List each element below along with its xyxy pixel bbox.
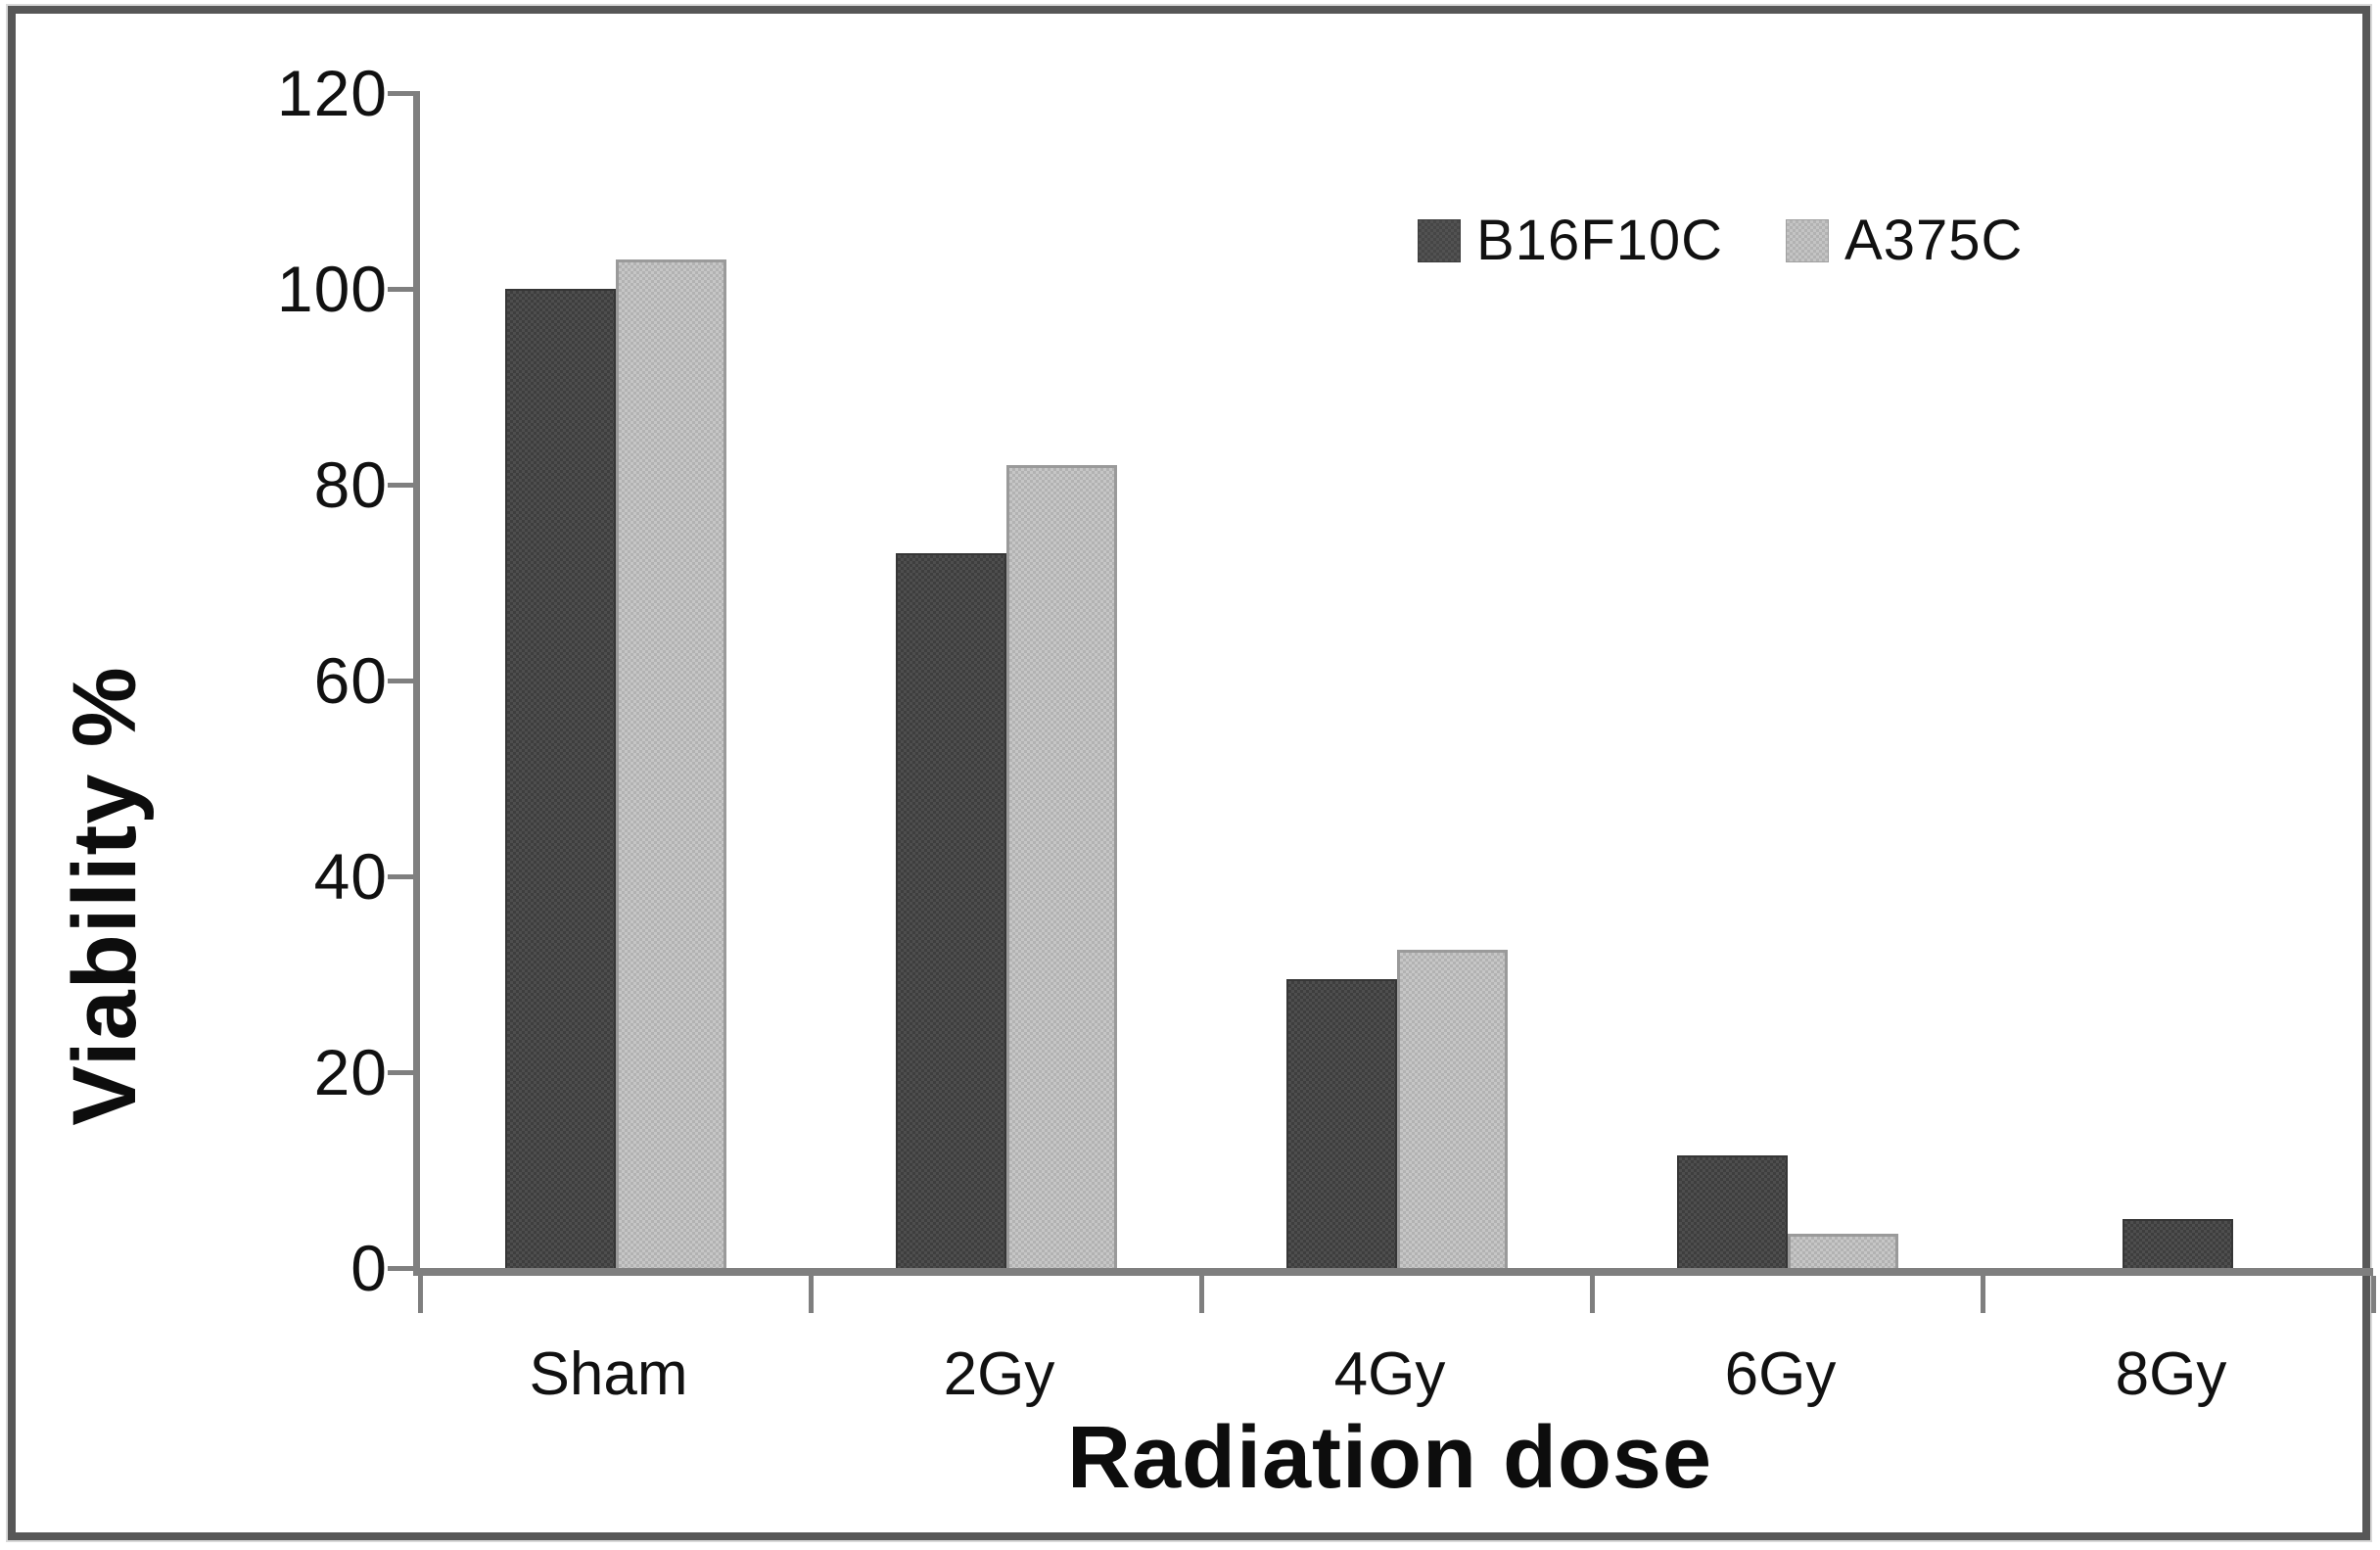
y-tick-label: 60 [313,644,388,717]
bar-b16f10c-8gy [2123,1219,2233,1268]
y-tick-mark [388,287,420,292]
x-axis-title: Radiation dose [1066,1409,1713,1507]
y-tick-label: 100 [276,253,388,325]
legend-item-b16f10c: B16F10C [1418,208,1723,273]
legend-swatch-a375c [1786,218,1830,262]
bar-group-2gy [811,93,1201,1268]
y-tick-label: 0 [350,1232,388,1304]
bar-b16f10c-6gy [1676,1155,1788,1268]
bar-group-6gy [1592,93,1983,1268]
y-tick-mark [388,874,420,879]
bar-a375c-4gy [1396,950,1508,1268]
bar-b16f10c-2gy [895,553,1006,1268]
bar-a375c-sham [615,259,726,1268]
x-axis-category-labels: Sham 2Gy 4Gy 6Gy 8Gy [413,1339,2366,1409]
x-tick-mark [809,1276,814,1313]
legend: B16F10C A375C [1418,208,2023,273]
legend-swatch-b16f10c [1418,218,1461,262]
x-tick-mark [1590,1276,1595,1313]
bar-b16f10c-4gy [1285,979,1397,1268]
y-tick-label: 40 [313,840,388,913]
x-tick-mark [2371,1276,2376,1313]
x-tick-mark [1199,1276,1204,1313]
legend-item-a375c: A375C [1786,208,2023,273]
bar-a375c-2gy [1005,465,1117,1268]
category-label-8gy: 8Gy [2115,1340,2227,1408]
category-label-6gy: 6Gy [1724,1340,1837,1408]
legend-label-b16f10c: B16F10C [1476,209,1724,272]
y-tick-mark [388,679,420,683]
legend-label-a375c: A375C [1844,209,2024,272]
y-tick-label: 120 [276,57,388,129]
figure-border [6,4,2372,1542]
category-label-sham: Sham [529,1340,688,1408]
y-tick-mark [388,1070,420,1075]
category-label-2gy: 2Gy [943,1340,1055,1408]
bar-group-sham [420,93,811,1268]
y-tick-label: 80 [313,448,388,521]
y-tick-mark [388,483,420,488]
bar-group-4gy [1201,93,1592,1268]
plot-area [388,91,2376,1313]
y-tick-label: 20 [313,1036,388,1108]
y-tick-mark [388,1266,420,1271]
bar-b16f10c-sham [504,289,616,1268]
x-tick-mark [418,1276,423,1313]
bars-layer [420,93,2373,1268]
category-label-4gy: 4Gy [1333,1340,1446,1408]
bar-a375c-6gy [1787,1234,1898,1268]
x-tick-mark [1981,1276,1985,1313]
bar-group-8gy [1983,93,2373,1268]
y-tick-mark [388,91,420,96]
